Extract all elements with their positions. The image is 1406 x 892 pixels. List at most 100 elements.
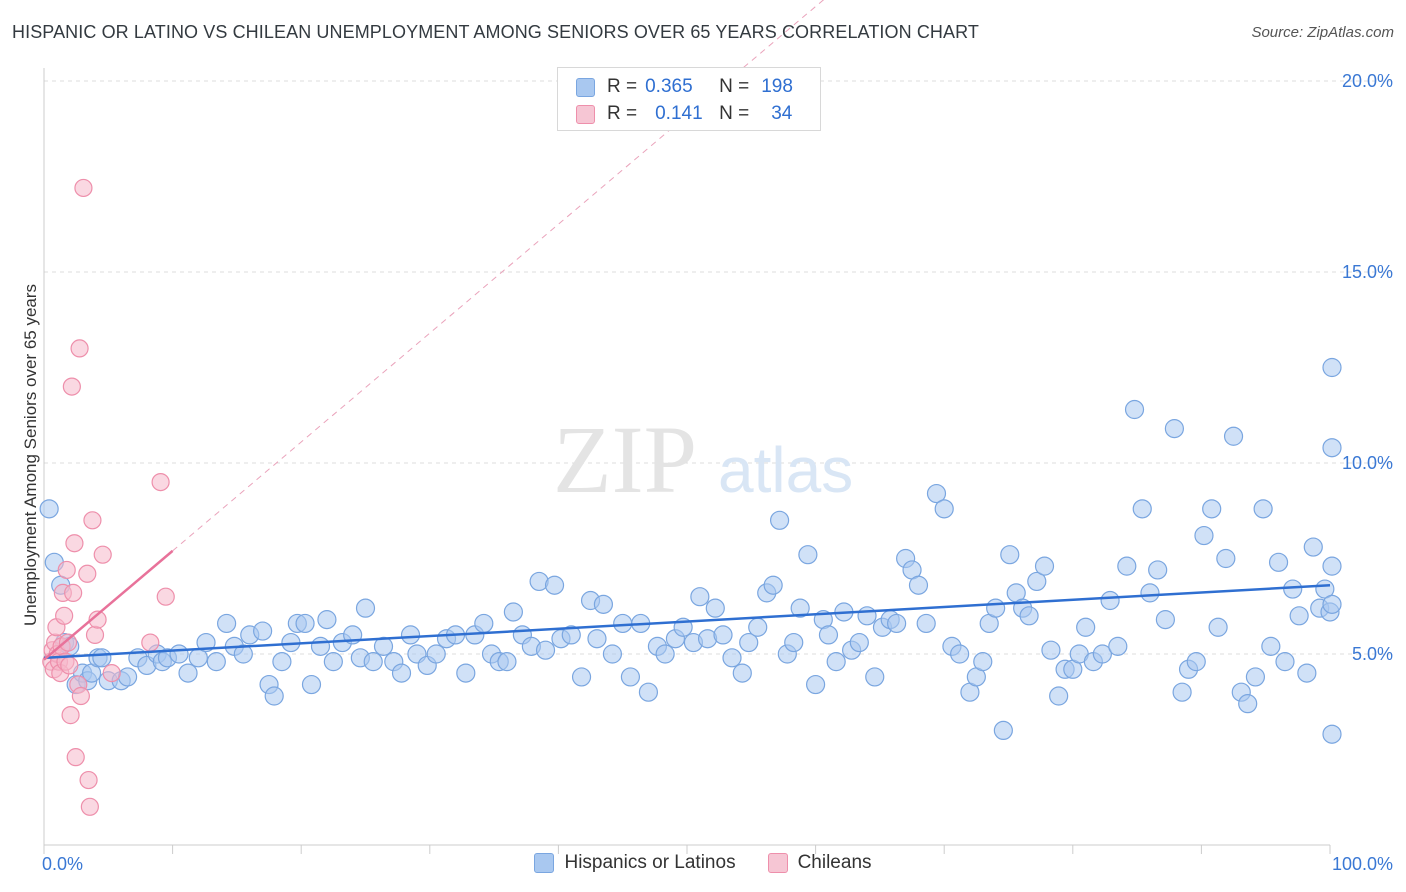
data-point-hispanic	[722, 648, 742, 668]
legend-r-label: R =	[607, 76, 638, 97]
data-point-hispanic	[1275, 652, 1295, 672]
data-point-hispanic	[1172, 682, 1192, 702]
data-point-chilean	[151, 473, 170, 492]
data-point-chilean	[85, 625, 105, 645]
data-point-chilean	[88, 610, 107, 629]
data-point-hispanic	[272, 652, 292, 672]
data-point-hispanic	[1041, 640, 1061, 660]
data-point-hispanic	[1322, 556, 1342, 576]
data-point-hispanic	[169, 644, 189, 664]
data-point-hispanic	[373, 636, 394, 656]
data-point-hispanic	[1202, 499, 1222, 519]
data-point-hispanic	[1076, 617, 1096, 637]
data-point-hispanic	[1253, 499, 1273, 519]
data-point-chilean	[80, 797, 99, 816]
data-point-hispanic	[253, 621, 273, 641]
data-point-chilean	[70, 339, 89, 358]
chart-title: HISPANIC OR LATINO VS CHILEAN UNEMPLOYME…	[12, 22, 980, 42]
chilean-points	[42, 178, 175, 816]
data-point-hispanic	[1186, 652, 1206, 672]
legend-r-value: 0.141	[655, 103, 703, 124]
y-tick-label: 10.0%	[1342, 453, 1393, 473]
legend-item-chilean[interactable]: Chileans	[767, 852, 872, 874]
data-point-hispanic	[865, 667, 885, 687]
data-point-hispanic	[1092, 644, 1112, 664]
data-point-hispanic	[1283, 579, 1303, 599]
data-point-chilean	[58, 633, 78, 652]
data-point-hispanic	[1322, 357, 1342, 378]
data-point-hispanic	[1140, 583, 1160, 603]
data-point-hispanic	[1223, 426, 1244, 446]
data-point-chilean	[66, 748, 85, 767]
legend-label-chilean: Chileans	[797, 852, 872, 873]
data-point-chilean	[62, 377, 81, 396]
data-point-hispanic	[355, 598, 376, 618]
data-point-chilean	[65, 534, 84, 553]
data-point-hispanic	[620, 667, 641, 687]
tick-labels: 5.0% 10.0% 15.0% 20.0% 0.0% 100.0%	[42, 71, 1393, 874]
data-point-hispanic	[950, 644, 970, 664]
legend-item-hispanic[interactable]: Hispanics or Latinos	[534, 852, 736, 874]
data-point-hispanic	[798, 545, 818, 565]
data-point-hispanic	[763, 575, 783, 595]
data-point-hispanic	[602, 644, 623, 664]
data-point-chilean	[78, 564, 97, 583]
data-point-hispanic	[993, 720, 1013, 741]
y-tick-label: 20.0%	[1342, 71, 1393, 91]
data-point-hispanic	[400, 625, 421, 645]
data-point-hispanic	[1132, 499, 1152, 519]
data-point-hispanic	[1322, 594, 1342, 614]
data-point-hispanic	[690, 587, 710, 607]
data-point-hispanic	[739, 632, 759, 653]
data-point-hispanic	[92, 648, 112, 668]
data-point-hispanic	[503, 602, 523, 622]
data-point-hispanic	[233, 644, 253, 664]
data-point-hispanic	[769, 510, 790, 530]
chilean-trend-extension	[172, 0, 825, 552]
data-point-hispanic	[1322, 438, 1342, 458]
data-point-hispanic	[908, 575, 929, 595]
data-point-hispanic	[857, 606, 877, 626]
data-point-hispanic	[323, 652, 343, 672]
data-point-hispanic	[1100, 590, 1120, 611]
data-point-hispanic	[117, 667, 138, 687]
data-point-hispanic	[748, 617, 768, 637]
data-point-hispanic	[1108, 636, 1128, 656]
watermark: ZIP atlas	[553, 406, 853, 513]
legend-n-value: 34	[771, 103, 793, 124]
data-point-hispanic	[363, 652, 383, 672]
data-point-chilean	[60, 656, 79, 675]
data-point-hispanic	[713, 625, 733, 645]
grid-lines	[44, 80, 1392, 655]
data-point-hispanic	[1155, 610, 1175, 630]
data-point-hispanic	[474, 613, 494, 634]
data-point-hispanic	[638, 682, 659, 702]
data-point-hispanic	[571, 667, 592, 687]
data-point-hispanic	[818, 625, 839, 645]
data-point-hispanic	[391, 663, 412, 683]
data-point-chilean	[156, 587, 175, 606]
data-point-hispanic	[310, 636, 331, 656]
data-point-hispanic	[887, 613, 907, 634]
y-tick-label: 15.0%	[1342, 262, 1393, 282]
trend-lines	[43, 549, 1331, 661]
data-point-hispanic	[1027, 571, 1047, 592]
data-point-hispanic	[916, 613, 936, 634]
legend-n-label: N =	[719, 103, 750, 124]
data-point-hispanic	[732, 663, 752, 683]
data-point-hispanic	[1117, 556, 1137, 576]
data-point-hispanic	[1216, 548, 1236, 569]
legend-row-chilean: R = 0.141 N = 34	[558, 101, 792, 127]
data-point-hispanic	[1049, 686, 1069, 706]
legend-r-label: R =	[607, 103, 638, 124]
data-point-hispanic	[1261, 636, 1281, 656]
data-point-chilean	[79, 770, 98, 790]
data-point-hispanic	[1124, 399, 1145, 420]
data-point-hispanic	[456, 663, 476, 683]
data-point-hispanic	[1238, 694, 1258, 714]
data-point-hispanic	[790, 598, 810, 618]
data-point-hispanic	[301, 674, 322, 695]
data-point-hispanic	[1000, 545, 1020, 565]
legend-swatch-hispanic	[576, 77, 595, 97]
data-point-chilean	[55, 606, 74, 625]
